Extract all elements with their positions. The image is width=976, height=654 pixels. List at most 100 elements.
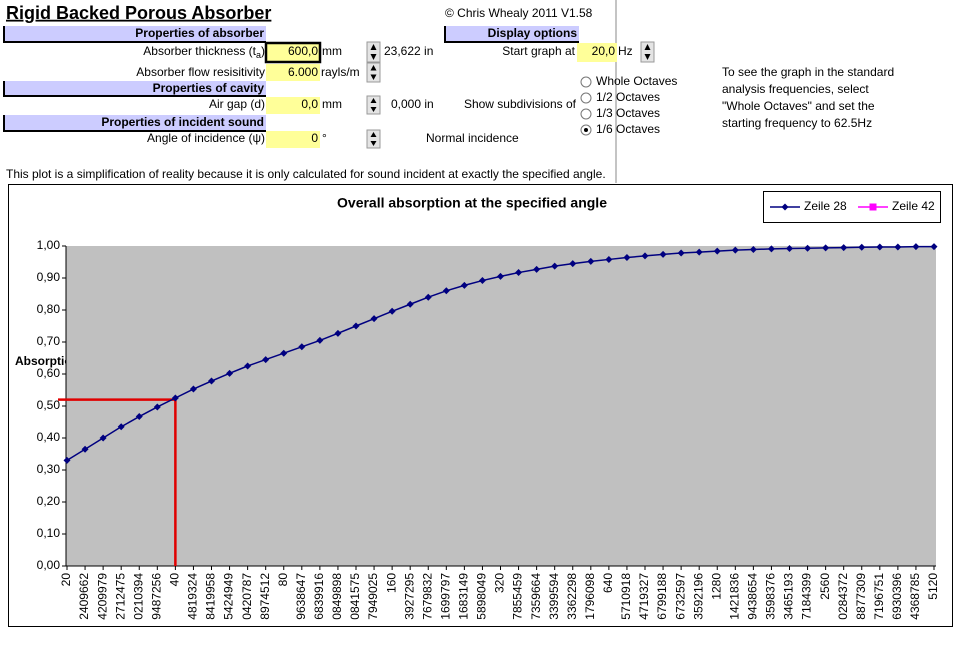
radio[interactable]	[580, 108, 592, 120]
hint-line: To see the graph in the standard	[722, 65, 894, 79]
field-label: Start graph at	[502, 44, 575, 58]
spinner[interactable]	[366, 41, 381, 63]
point	[804, 244, 812, 252]
field-note: Normal incidence	[426, 131, 519, 145]
x-tick-label: 1699797	[438, 573, 452, 620]
point	[63, 456, 71, 464]
point	[623, 254, 631, 262]
x-tick-label: 0284372	[836, 573, 850, 620]
field-unit: Hz	[618, 44, 633, 58]
input-cell[interactable]	[266, 64, 320, 81]
spinner[interactable]	[366, 95, 381, 115]
x-tick-label: 5710918	[619, 573, 633, 620]
y-tick-label: 0,70	[37, 334, 61, 348]
x-tick-label: 1683149	[457, 573, 471, 620]
field-value: 0	[311, 131, 318, 145]
point	[460, 281, 468, 289]
x-tick-label: 7679832	[420, 573, 434, 620]
point	[262, 356, 270, 364]
point	[424, 293, 432, 301]
section-border	[3, 26, 266, 43]
x-tick-label: 3399594	[547, 573, 561, 620]
spinner[interactable]	[640, 41, 655, 63]
legend-marker	[781, 203, 789, 211]
spinner[interactable]	[366, 129, 381, 149]
point	[280, 349, 288, 357]
y-tick-label: 0,60	[37, 366, 61, 380]
spinner-up	[370, 98, 377, 103]
radio-label: Whole Octaves	[596, 74, 677, 88]
field-converted: 23,622 in	[384, 44, 433, 58]
x-tick-label: 1796098	[583, 573, 597, 620]
input-cell[interactable]	[266, 131, 320, 148]
spinner-up	[644, 44, 651, 50]
field-label: Show subdivisions of	[464, 97, 577, 111]
point	[298, 343, 306, 351]
field-label: Absorber flow resisitivity	[136, 65, 265, 79]
radio-label: 1/6 Octaves	[596, 122, 660, 136]
x-tick-label: 7949025	[366, 573, 380, 620]
y-tick-label: 0,00	[37, 558, 61, 572]
x-tick-label: 8974512	[258, 573, 272, 620]
y-tick-label: 0,80	[37, 302, 61, 316]
x-tick-label: 7196751	[872, 573, 886, 620]
legend-marker	[869, 203, 877, 211]
x-tick-label: 4209979	[95, 573, 109, 620]
point	[316, 336, 324, 344]
radio[interactable]	[580, 92, 592, 104]
section-bar	[4, 26, 266, 42]
x-tick-label: 3362298	[565, 573, 579, 620]
point	[189, 385, 197, 393]
section-bar	[4, 81, 266, 96]
x-tick-label: 9438654	[746, 573, 760, 620]
point	[840, 244, 848, 252]
x-tick-label: 4368785	[908, 573, 922, 620]
x-tick-label: 5120	[926, 573, 940, 600]
input-cell[interactable]	[264, 41, 322, 64]
hint-line: starting frequency to 62.5Hz	[722, 116, 872, 130]
field-value: 0,0	[301, 97, 318, 111]
y-tick-label: 0,50	[37, 398, 61, 412]
spinner-up	[370, 65, 377, 71]
radio[interactable]	[580, 76, 592, 88]
point	[497, 272, 504, 280]
point	[930, 243, 938, 251]
x-tick-label: 7855459	[511, 573, 525, 620]
input-cell[interactable]	[577, 43, 617, 62]
x-tick-label: 3465193	[782, 573, 796, 620]
point	[81, 445, 89, 453]
x-tick-label: 1280	[709, 573, 723, 600]
point	[876, 243, 884, 251]
x-tick-label: 6732597	[673, 573, 687, 620]
x-tick-label: 3592196	[691, 573, 705, 620]
x-tick-label: 640	[601, 573, 615, 593]
field-value: 6.000	[288, 65, 318, 79]
point	[388, 307, 396, 315]
spinner[interactable]	[366, 62, 381, 83]
x-tick-label: 5898049	[475, 573, 489, 620]
point	[786, 245, 793, 253]
point	[334, 329, 342, 337]
x-tick-label: 20	[59, 573, 73, 587]
point	[749, 246, 757, 254]
spinner-up	[370, 132, 377, 137]
x-tick-label: 1421836	[727, 573, 741, 620]
radio-label: 1/3 Octaves	[596, 106, 660, 120]
x-tick-label: 2712475	[113, 573, 127, 620]
input-cell[interactable]	[266, 97, 320, 114]
field-converted: 0,000 in	[391, 97, 434, 111]
point	[912, 243, 920, 251]
x-tick-label: 3598376	[764, 573, 778, 620]
field-unit: mm	[322, 97, 342, 111]
field-unit: °	[322, 131, 327, 145]
x-tick-label: 7359664	[529, 573, 543, 620]
radio-label: 1/2 Octaves	[596, 90, 660, 104]
x-tick-label: 4819324	[186, 573, 200, 620]
x-tick-label: 80	[276, 573, 290, 587]
point	[99, 434, 107, 442]
x-tick-label: 6930396	[890, 573, 904, 620]
x-tick-label: 0210394	[131, 573, 145, 620]
y-tick-label: 0,90	[37, 270, 61, 284]
field-unit: mm	[322, 44, 342, 58]
